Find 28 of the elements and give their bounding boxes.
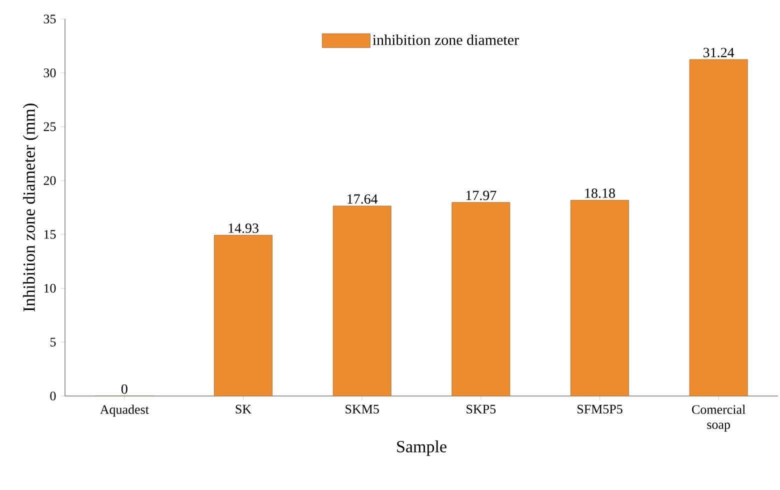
data-label: 31.24 [704, 48, 734, 58]
bar [570, 200, 629, 396]
bar [332, 206, 392, 396]
y-tick-label: 15 [44, 230, 56, 239]
y-tick-label: 25 [44, 122, 56, 132]
y-tick-label: 20 [44, 176, 56, 185]
y-tick-label: 0 [50, 392, 56, 400]
x-tick-label: Comercial soap [692, 404, 746, 432]
x-tick-label: SK [236, 404, 252, 414]
y-axis-title: Inhibition zone diameter (mm) [22, 104, 38, 312]
bar [689, 59, 748, 396]
x-tick-label: SKM5 [346, 404, 379, 414]
bar [452, 202, 510, 396]
x-tick-label: SFM5P5 [578, 404, 622, 414]
y-tick-label: 10 [44, 284, 56, 293]
data-label: 14.93 [228, 224, 258, 233]
y-tick-label: 35 [44, 14, 56, 24]
bar [214, 234, 272, 396]
data-label: 17.64 [348, 194, 378, 204]
legend-label: inhibition zone diameter [372, 34, 519, 46]
x-tick-label: Aquadest [100, 404, 149, 417]
y-tick-label: 30 [44, 68, 56, 78]
x-axis-title: Sample [397, 440, 446, 456]
data-label: 18.18 [585, 188, 615, 198]
y-tick-label: 5 [50, 338, 56, 346]
data-label: 0 [121, 384, 128, 394]
data-label: 17.97 [466, 190, 496, 200]
x-tick-label: SKP5 [466, 404, 496, 414]
